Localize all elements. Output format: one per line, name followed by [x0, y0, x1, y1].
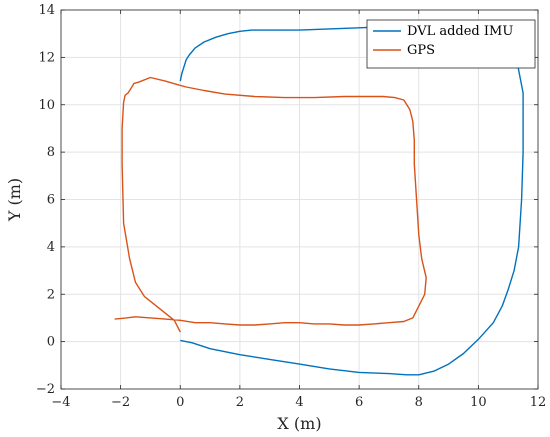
y-tick-label: 10: [38, 98, 55, 113]
x-tick-label: 6: [355, 395, 363, 410]
series-line-1: [114, 76, 427, 333]
y-tick-label: 0: [47, 335, 55, 350]
legend-box: [366, 19, 536, 69]
x-tick-label: 2: [236, 395, 244, 410]
legend-entry: GPS: [407, 43, 435, 58]
x-tick-label: 0: [176, 395, 184, 410]
plot-lines: [114, 25, 524, 376]
legend-entry: DVL added IMU: [407, 24, 513, 39]
x-tick-label: −2: [111, 395, 130, 410]
y-tick-label: 2: [47, 287, 55, 302]
x-tick-label: 4: [295, 395, 303, 410]
y-tick-label: 12: [38, 50, 55, 65]
y-tick-label: 4: [47, 240, 55, 255]
x-axis-label: X (m): [277, 414, 321, 433]
y-tick-label: −2: [36, 382, 55, 397]
y-axis-label: Y (m): [5, 178, 24, 222]
y-tick-label: 8: [47, 145, 55, 160]
y-tick-label: 6: [47, 193, 55, 208]
x-tick-label: 12: [530, 395, 547, 410]
series-line-0: [179, 25, 524, 376]
x-tick-label: −4: [51, 395, 70, 410]
x-tick-label: 10: [470, 395, 487, 410]
legend: DVL added IMU GPS: [366, 19, 536, 69]
x-tick-label: 8: [415, 395, 423, 410]
y-tick-label: 14: [38, 3, 55, 18]
